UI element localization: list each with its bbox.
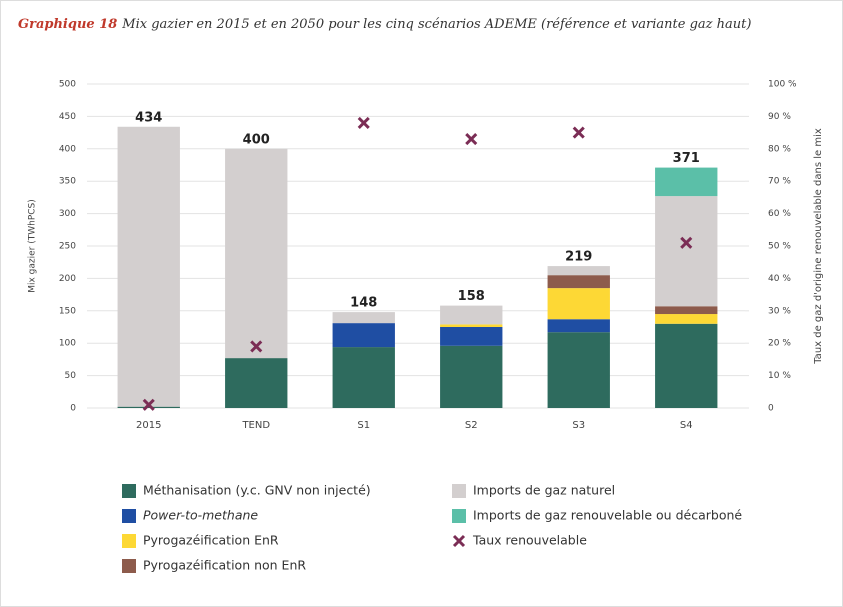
total-label: 434 [135, 110, 162, 125]
bar-segment [655, 323, 718, 408]
bar-segment [332, 347, 395, 408]
x-tick-label: 2015 [136, 420, 161, 431]
legend-label: Imports de gaz renouvelable ou décarboné [473, 508, 742, 523]
rate-marker [142, 398, 155, 411]
bar-segment [547, 319, 610, 333]
chart-title: Graphique 18 Mix gazier en 2015 et en 205… [18, 17, 751, 32]
x-tick-label: S3 [572, 420, 585, 431]
rate-marker [465, 133, 478, 146]
y-tick-label: 200 [59, 274, 76, 284]
legend-swatch [452, 484, 466, 498]
bar-segment [655, 306, 718, 315]
x-tick-label: TEND [241, 420, 270, 431]
legend-swatch [122, 534, 136, 548]
y-tick-label: 400 [59, 144, 76, 154]
y2-tick-label: 10 % [768, 371, 791, 381]
y-tick-label: 500 [59, 80, 76, 90]
legend-swatch [122, 484, 136, 498]
y2-tick-label: 70 % [768, 177, 791, 187]
y-tick-label: 250 [59, 242, 76, 252]
legend-swatch [452, 509, 466, 523]
rate-marker [680, 236, 693, 249]
y2-tick-label: 100 % [768, 80, 797, 90]
bar-segment [332, 323, 395, 348]
legend-label: Pyrogazéification non EnR [143, 558, 306, 573]
legend-swatch [122, 509, 136, 523]
rate-marker [572, 126, 585, 139]
total-label: 158 [458, 289, 485, 304]
bar-segment [547, 332, 610, 408]
y-tick-label: 450 [59, 112, 76, 122]
legend-label: Taux renouvelable [472, 533, 587, 548]
bar-segment [655, 196, 718, 307]
title-prefix: Graphique 18 [18, 17, 117, 32]
y-tick-label: 150 [59, 306, 76, 316]
rate-marker [357, 116, 370, 129]
y2-tick-label: 90 % [768, 112, 791, 122]
y2-tick-label: 40 % [768, 274, 791, 284]
bar-segment [225, 148, 288, 359]
bar-segment [655, 167, 718, 197]
legend-label: Pyrogazéification EnR [143, 533, 279, 548]
bar-segment [655, 314, 718, 324]
bar-segment [225, 358, 288, 408]
legend-label: Imports de gaz naturel [473, 483, 615, 498]
y-tick-label: 350 [59, 177, 76, 187]
y2-tick-label: 60 % [768, 209, 791, 219]
bar-segment [332, 312, 395, 324]
total-label: 371 [673, 151, 700, 166]
y-tick-label: 100 [59, 339, 76, 349]
bar-segment [547, 275, 610, 289]
x-tick-label: S4 [680, 420, 693, 431]
total-label: 400 [243, 132, 270, 147]
y2-tick-label: 20 % [768, 339, 791, 349]
y-tick-label: 0 [70, 404, 76, 414]
x-tick-label: S2 [465, 420, 478, 431]
bar-segment [440, 324, 503, 327]
bar-segment [440, 345, 503, 408]
y-axis-label: Mix gazier (TWhPCS) [28, 199, 38, 293]
y-tick-label: 50 [65, 371, 77, 381]
legend-swatch [122, 559, 136, 573]
legend-marker [452, 534, 466, 548]
bar-segment [547, 266, 610, 276]
y2-tick-label: 50 % [768, 242, 791, 252]
y2-tick-label: 80 % [768, 144, 791, 154]
y2-tick-label: 0 [768, 404, 774, 414]
bar-segment [117, 406, 180, 408]
x-tick-label: S1 [357, 420, 370, 431]
y2-axis-label: Taux de gaz d'origine renouvelable dans … [813, 128, 824, 365]
y-tick-label: 300 [59, 209, 76, 219]
y2-tick-label: 30 % [768, 306, 791, 316]
total-label: 219 [565, 250, 592, 265]
bar-segment [440, 327, 503, 346]
total-label: 148 [350, 296, 377, 311]
bar-segment [547, 288, 610, 320]
legend-label: Power-to-methane [143, 508, 258, 523]
title-text: Mix gazier en 2015 et en 2050 pour les c… [121, 17, 751, 32]
bar-segment [440, 305, 503, 325]
rate-marker [250, 340, 263, 353]
bar-segment [117, 126, 180, 407]
legend-label: Méthanisation (y.c. GNV non injecté) [143, 483, 371, 498]
